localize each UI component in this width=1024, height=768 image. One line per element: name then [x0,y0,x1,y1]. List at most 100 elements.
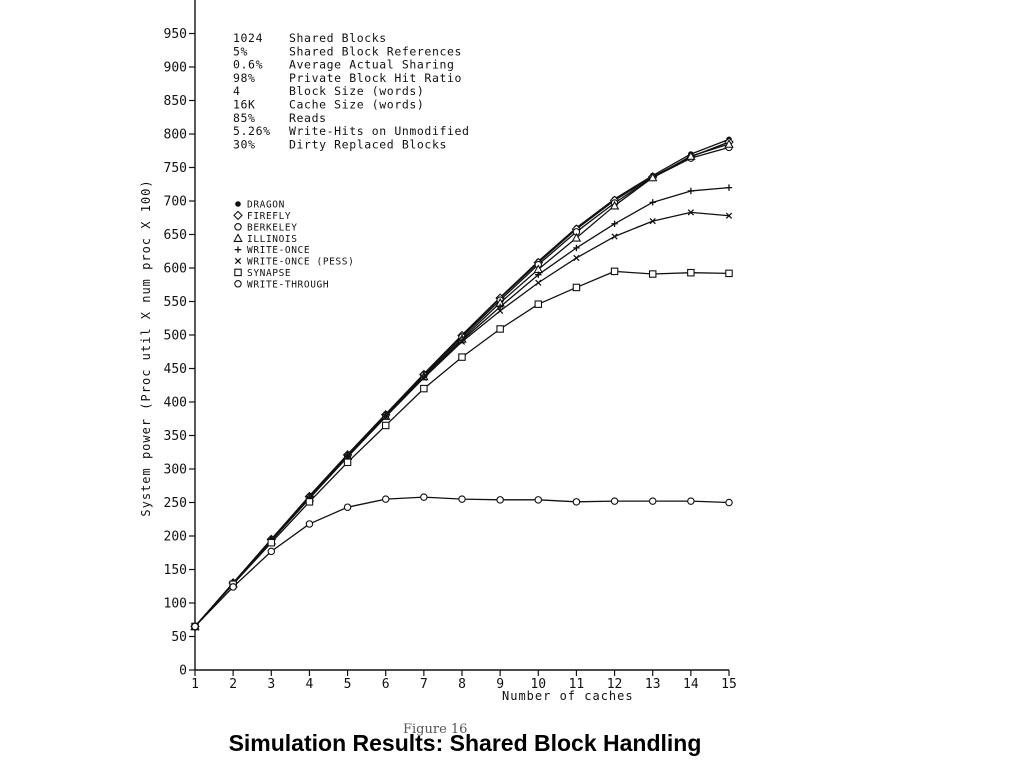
y-tick-label: 100 [164,597,187,612]
param-value: 85% [233,111,256,125]
data-point [267,547,276,556]
y-tick-label: 500 [164,329,187,344]
series-synapse [191,267,733,631]
x-tick-label: 15 [721,677,737,692]
param-value: 30% [233,137,256,151]
legend-marker [234,246,242,253]
legend: DRAGONFIREFLYBERKELEYILLINOISWRITE-ONCEW… [233,200,354,290]
y-tick-label: 150 [164,563,187,578]
legend-label: WRITE-ONCE (PESS) [247,257,354,268]
x-tick-label: 5 [344,677,352,692]
data-point [648,497,657,505]
legend-label: WRITE-THROUGH [247,279,329,290]
data-point [572,283,581,292]
data-point [305,498,314,506]
legend-item: DRAGON [235,200,285,211]
legend-item: WRITE-ONCE [234,245,310,256]
y-tick-label: 600 [164,262,187,277]
y-tick-label: 350 [164,429,187,444]
param-label: Shared Blocks [289,31,387,45]
x-tick-label: 1 [191,677,199,692]
series-line [194,496,730,627]
data-point [725,184,733,191]
legend-item: WRITE-THROUGH [234,279,329,290]
y-tick-label: 400 [164,396,187,411]
x-tick-label: 7 [420,677,428,692]
x-tick-label: 13 [645,677,661,692]
x-tick-label: 3 [267,677,275,692]
data-point [609,200,620,210]
data-point [496,303,504,311]
legend-marker [234,257,242,265]
data-point [496,307,504,315]
data-point [573,254,580,262]
data-point [725,498,733,507]
y-tick-label: 650 [164,228,187,243]
data-point [571,232,582,242]
data-point [535,279,542,286]
data-point [267,538,276,547]
x-tick-label: 2 [229,677,237,692]
data-point [725,212,733,219]
y-tick-label: 50 [171,630,187,645]
data-point [647,172,658,182]
data-point [343,458,352,467]
y-tick-label: 900 [164,61,187,76]
data-point [229,583,237,591]
data-point [725,269,733,278]
legend-label: ILLINOIS [247,234,298,245]
data-point [458,338,466,345]
param-value: 1024 [233,31,263,45]
data-point [420,493,428,501]
data-point [534,496,543,504]
param-value: 5.26% [233,124,271,138]
axes: 0 50 100 150 200 250 300 350 400 450 500 550 600 650 7… [164,0,737,692]
y-tick-label: 550 [164,295,187,310]
y-tick-label: 0 [179,664,187,679]
x-tick-label: 10 [530,677,546,692]
series-layer [190,136,734,632]
data-point [687,187,695,195]
parameter-table: 1024 Shared Blocks 5% Shared Block Referenc… [233,31,470,151]
data-point [496,496,504,504]
data-point [610,497,619,505]
x-tick-label: 8 [458,677,466,692]
legend-label: DRAGON [247,200,285,211]
param-label: Private Block Hit Ratio [289,71,462,85]
y-tick-label: 200 [164,530,187,545]
x-tick-label: 12 [607,677,623,692]
y-tick-label: 850 [164,94,187,109]
x-tick-label: 9 [496,677,504,692]
data-point [458,495,466,503]
legend-marker [233,210,243,221]
y-tick-label: 750 [164,161,187,176]
legend-item: FIREFLY [233,210,291,222]
legend-marker [233,233,243,242]
param-label: Write-Hits on Unmodified [289,124,470,138]
data-point [687,268,695,277]
data-point [496,325,504,333]
series-write-through [191,493,733,631]
y-axis-title: System power (Proc util X num proc X 100… [139,179,153,516]
legend-item: WRITE-ONCE (PESS) [234,257,354,268]
legend-marker [235,201,241,207]
data-point [724,139,734,148]
data-point [611,233,618,240]
data-point [572,498,581,506]
param-label: Reads [289,111,327,125]
param-label: Shared Block References [289,44,462,58]
slide-title: Simulation Results: Shared Block Handlin… [228,730,702,756]
data-point [649,217,656,225]
param-label: Block Size (words) [289,84,424,98]
series-line [194,270,730,627]
data-point [191,622,199,631]
legend-marker [234,223,242,231]
x-tick-label: 11 [569,677,585,692]
data-point [534,300,543,308]
x-tick-label: 4 [306,677,314,692]
legend-label: WRITE-ONCE [247,245,310,256]
y-tick-label: 300 [164,463,187,478]
y-tick-label: 250 [164,496,187,511]
